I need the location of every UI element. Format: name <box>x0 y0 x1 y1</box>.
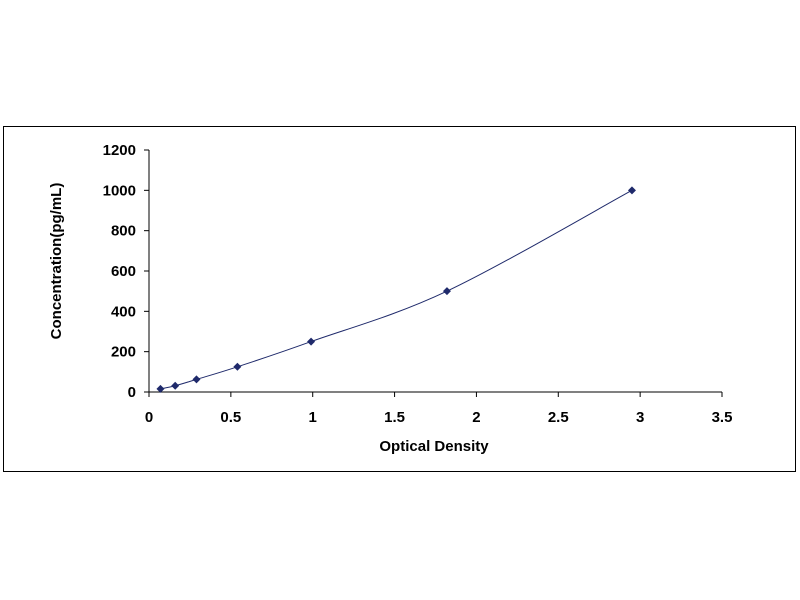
y-tick-label: 1200 <box>103 142 136 159</box>
y-tick-label: 200 <box>111 344 136 361</box>
x-axis-title: Optical Density <box>379 438 489 455</box>
y-tick-label: 600 <box>111 263 136 280</box>
data-point <box>192 375 201 384</box>
y-tick-label: 0 <box>128 384 136 401</box>
tick-labels: 0 200 400 600 800 1000 1200 0 0.5 1 1.5 2 2.5 3 3.5 <box>103 142 733 426</box>
data-point <box>442 287 451 296</box>
x-tick-label: 0.5 <box>220 409 241 426</box>
fit-curve <box>160 189 633 390</box>
x-tick-label: 3.5 <box>712 409 733 426</box>
axes <box>144 149 723 397</box>
y-tick-label: 1000 <box>103 182 136 199</box>
y-tick-label: 800 <box>111 223 136 240</box>
y-tick-label: 400 <box>111 303 136 320</box>
data-point <box>233 362 242 371</box>
data-point <box>307 337 316 346</box>
x-tick-label: 3 <box>636 409 644 426</box>
data-point <box>627 186 636 195</box>
x-tick-label: 1 <box>309 409 317 426</box>
x-tick-label: 1.5 <box>384 409 405 426</box>
data-point <box>171 381 180 390</box>
data-point <box>156 384 165 393</box>
y-axis-title: Concentration(pg/mL) <box>48 183 65 340</box>
x-tick-label: 2 <box>472 409 480 426</box>
x-tick-label: 2.5 <box>548 409 569 426</box>
data-points <box>156 186 636 393</box>
chart-frame <box>3 126 796 472</box>
x-tick-label: 0 <box>145 409 153 426</box>
